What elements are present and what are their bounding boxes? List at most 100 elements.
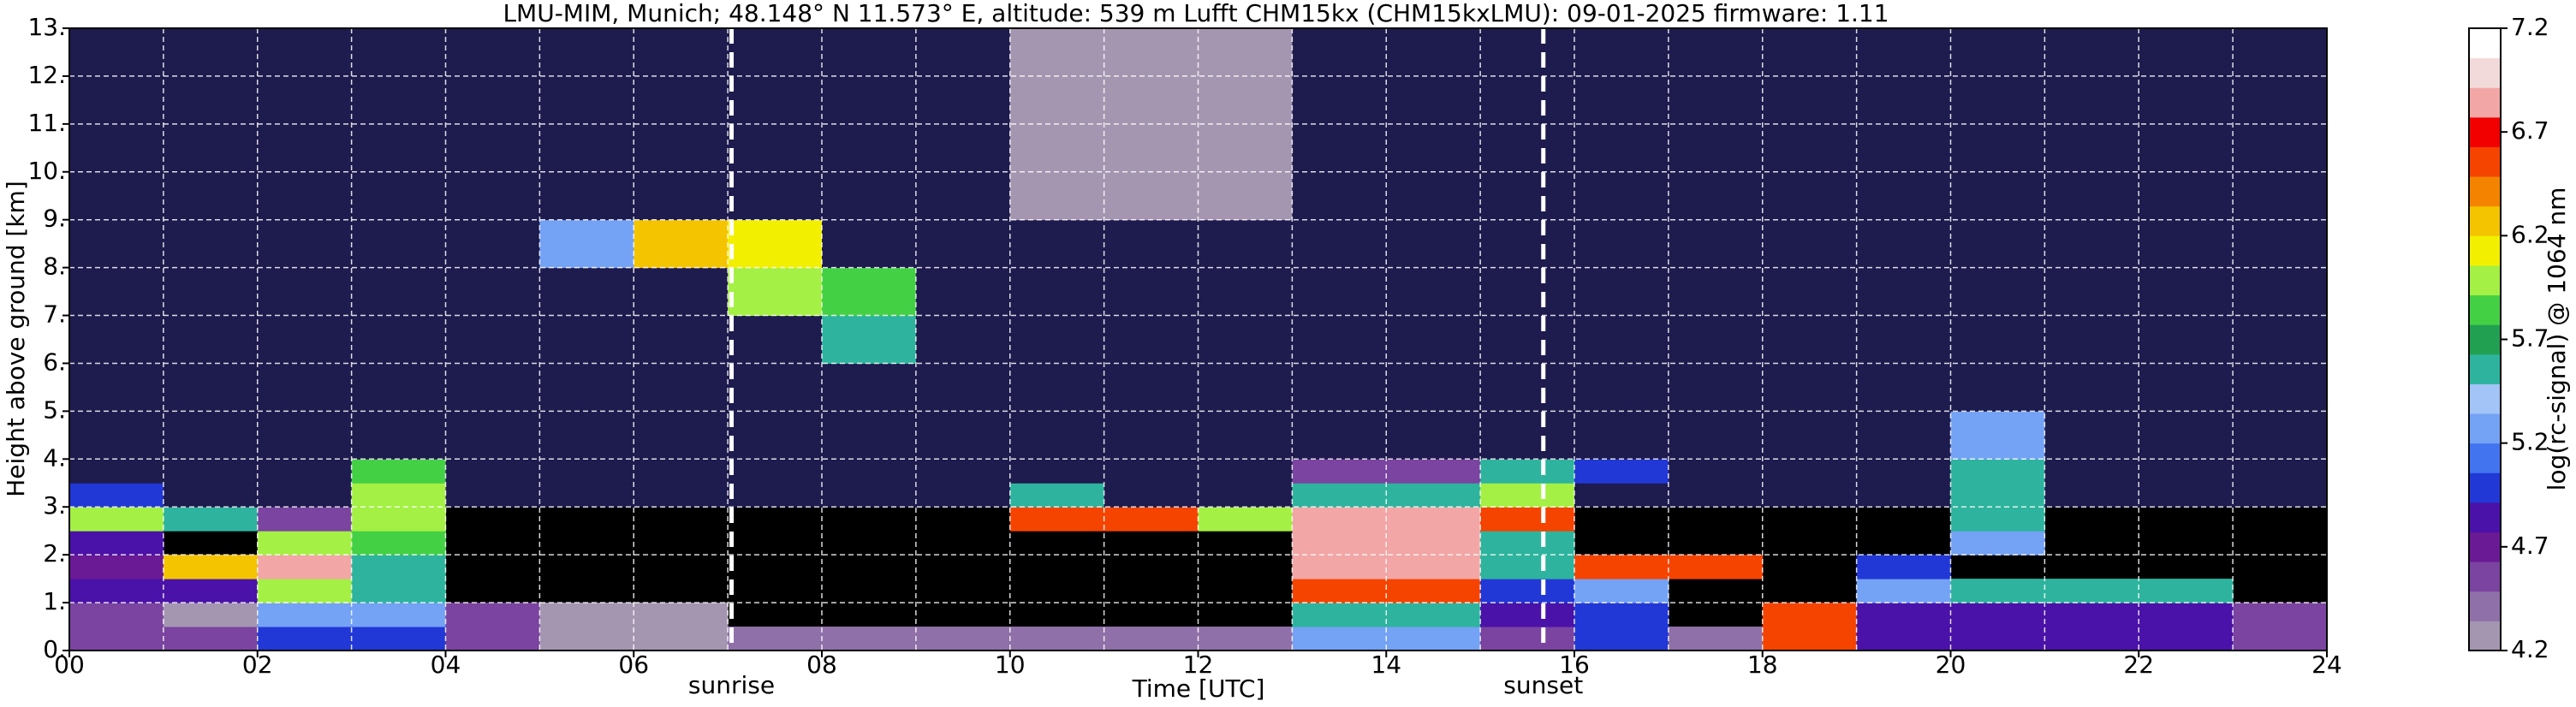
heatmap-cell xyxy=(1574,459,1669,484)
heatmap-cell xyxy=(1198,267,1293,317)
heatmap-cell xyxy=(1198,171,1293,221)
heatmap-cell xyxy=(915,459,1011,484)
heatmap-cell xyxy=(257,459,353,484)
colorbar-label: log(rc-signal) @ 1064 nm xyxy=(2543,187,2571,491)
heatmap-cell xyxy=(257,555,353,579)
y-tick-label: 10. xyxy=(27,157,66,185)
heatmap-cell xyxy=(1292,531,1387,556)
heatmap-cell xyxy=(1950,219,2045,269)
heatmap-cell xyxy=(2139,75,2234,125)
heatmap-cell xyxy=(1292,219,1387,269)
heatmap-cell xyxy=(69,171,164,221)
colorbar-segment xyxy=(2469,28,2501,59)
heatmap-cell xyxy=(1386,531,1481,556)
colorbar-segment xyxy=(2469,205,2501,236)
heatmap-cell xyxy=(728,267,823,317)
heatmap-cell xyxy=(69,603,164,627)
heatmap-cell xyxy=(351,171,446,221)
heatmap-cell xyxy=(445,123,540,173)
heatmap-cell xyxy=(1480,123,1575,173)
heatmap-cell xyxy=(1668,363,1764,412)
heatmap-cell xyxy=(163,507,259,532)
heatmap-cell xyxy=(1762,75,1858,125)
heatmap-cell xyxy=(1950,171,2045,221)
y-tick-label: 4. xyxy=(43,443,66,472)
heatmap-cell xyxy=(445,219,540,269)
heatmap-cell xyxy=(1574,411,1669,460)
heatmap-cell xyxy=(1856,459,1951,484)
heatmap-cell xyxy=(1668,483,1764,508)
heatmap-cell xyxy=(1198,363,1293,412)
heatmap-cell xyxy=(1480,315,1575,364)
heatmap-cell xyxy=(351,507,446,532)
heatmap-cell xyxy=(1386,507,1481,532)
heatmap-cell xyxy=(351,411,446,460)
heatmap-cell xyxy=(634,28,729,77)
heatmap-cell xyxy=(1386,579,1481,603)
colorbar-tick-label: 6.7 xyxy=(2511,116,2549,145)
heatmap-cell xyxy=(1950,579,2045,603)
heatmap-cell xyxy=(1668,28,1764,77)
heatmap-cell xyxy=(1950,603,2045,627)
heatmap-cell xyxy=(1386,483,1481,508)
heatmap-cell xyxy=(1480,483,1575,508)
heatmap-cell xyxy=(2233,603,2328,627)
heatmap-cell xyxy=(539,28,634,77)
heatmap-cell xyxy=(1104,267,1199,317)
heatmap-cell xyxy=(1668,123,1764,173)
heatmap-cell xyxy=(1480,267,1575,317)
heatmap-cell xyxy=(1104,28,1199,77)
heatmap xyxy=(69,28,2328,651)
heatmap-cell xyxy=(539,123,634,173)
colorbar-tick-label: 4.7 xyxy=(2511,532,2549,560)
heatmap-cell xyxy=(1856,315,1951,364)
heatmap-cell xyxy=(1762,123,1858,173)
heatmap-cell xyxy=(822,75,917,125)
heatmap-cell xyxy=(1009,411,1105,460)
heatmap-cell xyxy=(1574,603,1669,627)
heatmap-cell xyxy=(915,267,1011,317)
x-tick-label: 10 xyxy=(995,651,1026,679)
heatmap-cell xyxy=(1574,363,1669,412)
heatmap-cell xyxy=(69,267,164,317)
heatmap-cell xyxy=(69,123,164,173)
heatmap-cell xyxy=(1292,171,1387,221)
annotation-label: sunset xyxy=(1503,671,1583,699)
heatmap-cell xyxy=(1104,75,1199,125)
heatmap-cell xyxy=(539,219,634,269)
heatmap-cell xyxy=(1009,28,1105,77)
heatmap-cell xyxy=(69,363,164,412)
heatmap-cell xyxy=(1668,75,1764,125)
heatmap-cell xyxy=(69,219,164,269)
x-tick-label: 22 xyxy=(2123,651,2154,679)
heatmap-cell xyxy=(257,123,353,173)
heatmap-cell xyxy=(1480,507,1575,532)
colorbar-segment xyxy=(2469,116,2501,147)
heatmap-cell xyxy=(257,267,353,317)
heatmap-cell xyxy=(1856,603,1951,627)
heatmap-cell xyxy=(163,627,259,651)
heatmap-cell xyxy=(822,267,917,317)
heatmap-cell xyxy=(1104,459,1199,484)
heatmap-cell xyxy=(445,363,540,412)
heatmap-cell xyxy=(445,28,540,77)
heatmap-cell xyxy=(445,267,540,317)
colorbar-segment xyxy=(2469,591,2501,621)
heatmap-cell xyxy=(1292,507,1387,532)
heatmap-cell xyxy=(1104,411,1199,460)
heatmap-cell xyxy=(2233,315,2328,364)
heatmap-cell xyxy=(163,75,259,125)
heatmap-cell xyxy=(1009,219,1105,269)
x-tick-label: 20 xyxy=(1936,651,1966,679)
heatmap-cell xyxy=(1292,579,1387,603)
colorbar-tick-label: 4.2 xyxy=(2511,635,2549,663)
heatmap-cell xyxy=(539,75,634,125)
heatmap-cell xyxy=(2139,219,2234,269)
heatmap-cell xyxy=(1386,315,1481,364)
heatmap-cell xyxy=(1856,171,1951,221)
heatmap-cell xyxy=(163,171,259,221)
heatmap-cell xyxy=(634,411,729,460)
heatmap-cell xyxy=(257,411,353,460)
heatmap-cell xyxy=(1480,555,1575,579)
